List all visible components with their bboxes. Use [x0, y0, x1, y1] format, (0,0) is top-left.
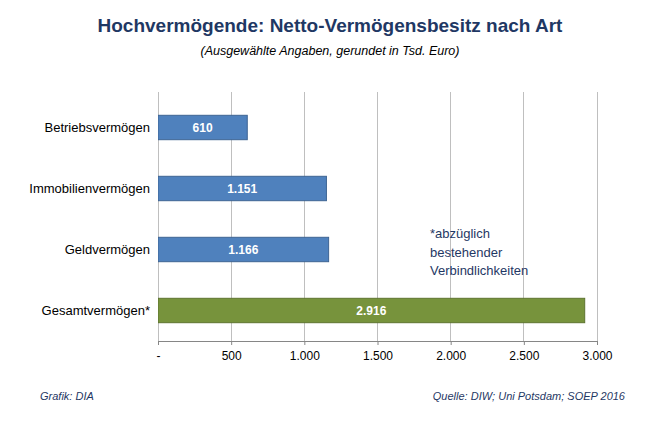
- tick-label: 3.000: [582, 349, 612, 363]
- subtitle: (Ausgewählte Angaben, gerundet in Tsd. E…: [201, 44, 460, 58]
- data-labels: 610 1.151 1.166 2.916: [193, 121, 387, 318]
- data-label: 1.166: [228, 243, 258, 257]
- chart: Hochvermögende: Netto-Vermögensbesitz na…: [0, 0, 660, 445]
- title: Hochvermögende: Netto-Vermögensbesitz na…: [98, 15, 564, 36]
- tick-label: 2.000: [436, 349, 466, 363]
- tick: 1.000: [290, 341, 320, 363]
- tick: 2.500: [509, 341, 539, 363]
- credit: Grafik: DIA: [40, 390, 94, 402]
- tick: Immobilienvermögen: [29, 181, 150, 196]
- category-label: Gesamtvermögen*: [42, 303, 150, 318]
- tick: 1.500: [363, 341, 393, 363]
- tick: 500: [222, 341, 242, 363]
- annotation: *abzüglichbestehenderVerbindlichkeiten: [430, 226, 528, 278]
- tick-label: 500: [222, 349, 242, 363]
- tick: Betriebsvermögen: [45, 120, 151, 135]
- data-label: 1.151: [227, 182, 257, 196]
- tick-mark: [451, 341, 452, 345]
- tick-mark: [524, 341, 525, 345]
- data-label: 2.916: [356, 304, 386, 318]
- bar: [158, 176, 326, 200]
- tick-label: -: [157, 349, 161, 363]
- tick-mark: [304, 341, 305, 345]
- grid-line: [597, 92, 598, 341]
- tick-mark: [378, 341, 379, 345]
- tick: Geldvermögen: [65, 242, 150, 257]
- x-axis: - 500 1.000 1.500 2.000 2.500 3.000: [157, 341, 613, 363]
- tick-label: 2.500: [509, 349, 539, 363]
- tick: -: [157, 341, 161, 363]
- category-label: Immobilienvermögen: [29, 181, 150, 196]
- tick-mark: [231, 341, 232, 345]
- tick-mark: [597, 341, 598, 345]
- grid: [158, 92, 597, 341]
- y-axis: Betriebsvermögen Immobilienvermögen Geldve…: [29, 120, 150, 318]
- bars: [158, 115, 585, 322]
- tick-label: 1.500: [363, 349, 393, 363]
- bar: [158, 115, 247, 139]
- tick: Gesamtvermögen*: [42, 303, 150, 318]
- bar: [158, 237, 329, 261]
- tick-mark: [158, 341, 159, 345]
- axis-line: [159, 342, 598, 346]
- source: Quelle: DIW; Uni Potsdam; SOEP 2016: [433, 390, 626, 402]
- data-label: 610: [193, 121, 213, 135]
- tick: 3.000: [582, 341, 612, 363]
- category-label: Geldvermögen: [65, 242, 150, 257]
- background: [0, 0, 660, 445]
- bar: [158, 298, 585, 322]
- tick: 2.000: [436, 341, 466, 363]
- tick-label: 1.000: [290, 349, 320, 363]
- category-label: Betriebsvermögen: [45, 120, 151, 135]
